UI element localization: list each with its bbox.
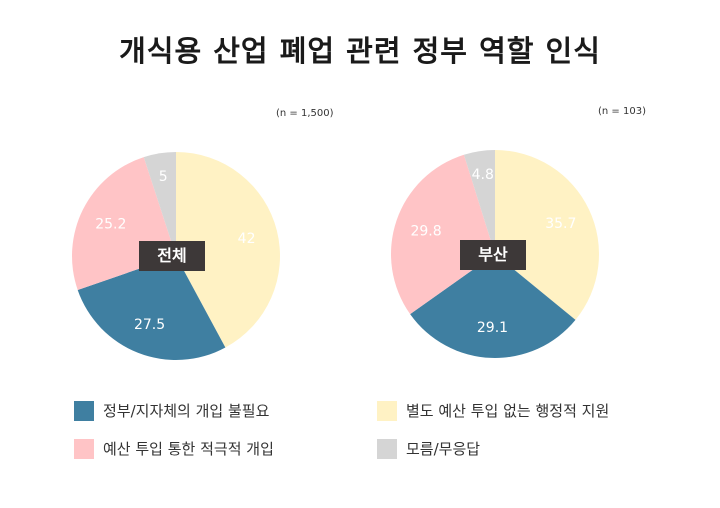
legend-item-not-needed: 정부/지자체의 개입 불필요 xyxy=(74,400,269,421)
legend-item-support-without-budget: 별도 예산 투입 없는 행정적 지원 xyxy=(377,400,609,421)
sample-size-busan: (n = 103) xyxy=(598,106,646,117)
pie-0-slice-dont_know xyxy=(143,152,176,256)
pie-1-slice-support_without_budget xyxy=(495,150,599,320)
legend-swatch-not-needed xyxy=(74,400,94,421)
pie-total-center-label: 전체 xyxy=(139,241,205,271)
legend-swatch-budget-intervention xyxy=(74,438,94,459)
pie-1-label-dont_know: 4.8 xyxy=(472,167,494,183)
pie-0-label-support_without_budget: 42 xyxy=(238,231,256,247)
sample-size-total: (n = 1,500) xyxy=(276,108,334,119)
pie-0-label-dont_know: 5 xyxy=(159,169,168,185)
legend-label-not-needed: 정부/지자체의 개입 불필요 xyxy=(103,402,270,420)
pie-0-slice-not_needed xyxy=(77,256,226,360)
pie-1-slice-dont_know xyxy=(463,150,495,254)
pie-1-label-not_needed: 29.1 xyxy=(477,320,508,336)
pie-0-label-budget_intervention: 25.2 xyxy=(95,217,126,233)
pie-1-slice-not_needed xyxy=(410,254,576,358)
pie-1-label-support_without_budget: 35.7 xyxy=(545,216,576,232)
pie-0-slice-support_without_budget xyxy=(176,152,281,348)
chart-title: 개식용 산업 폐업 관련 정부 역할 인식 xyxy=(119,34,601,68)
legend-label-budget-intervention: 예산 투입 통한 적극적 개입 xyxy=(103,440,274,458)
legend-label-dont-know: 모름/무응답 xyxy=(406,440,481,458)
pie-busan-center-label: 부산 xyxy=(460,240,526,270)
pie-1-slice-budget_intervention xyxy=(391,154,495,315)
legend-item-budget-intervention: 예산 투입 통한 적극적 개입 xyxy=(74,438,274,459)
pie-0-label-not_needed: 27.5 xyxy=(134,317,165,333)
legend-label-support-without-budget: 별도 예산 투입 없는 행정적 지원 xyxy=(406,402,610,420)
legend-swatch-support-without-budget xyxy=(377,400,397,421)
legend-item-dont-know: 모름/무응답 xyxy=(377,438,480,459)
pie-busan: 35.7 29.1 29.8 4.8 xyxy=(391,150,599,358)
legend-swatch-dont-know xyxy=(377,438,397,459)
pie-1-label-budget_intervention: 29.8 xyxy=(410,224,441,240)
